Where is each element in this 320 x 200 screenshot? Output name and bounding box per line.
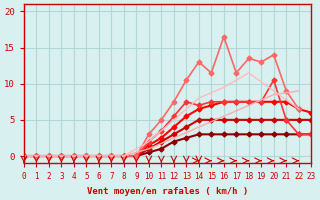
X-axis label: Vent moyen/en rafales ( km/h ): Vent moyen/en rafales ( km/h ) [87,187,248,196]
